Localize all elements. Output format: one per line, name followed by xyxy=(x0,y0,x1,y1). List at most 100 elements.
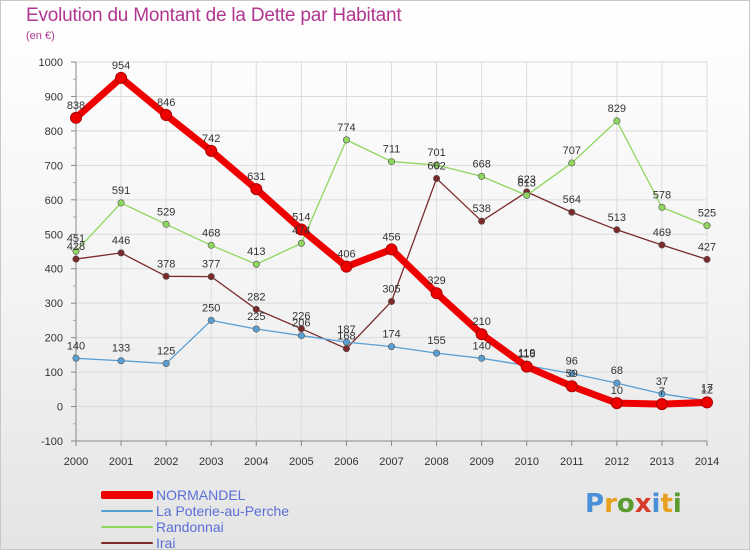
data-label: 116 xyxy=(518,349,536,361)
data-label: 564 xyxy=(563,194,581,206)
data-label: 59 xyxy=(566,368,578,380)
data-point xyxy=(433,174,441,182)
x-tick-label: 2013 xyxy=(650,456,674,468)
data-point xyxy=(523,191,531,199)
data-point xyxy=(387,297,395,305)
data-label: 538 xyxy=(472,203,490,215)
data-point xyxy=(297,239,305,247)
data-label: 742 xyxy=(202,133,220,145)
data-point xyxy=(162,359,170,367)
data-point xyxy=(701,396,713,409)
data-point xyxy=(160,109,173,122)
data-point xyxy=(342,136,350,144)
legend-swatch xyxy=(101,510,153,512)
data-point xyxy=(430,287,443,300)
data-point xyxy=(117,199,125,207)
logo-letter: o xyxy=(616,489,635,519)
y-tick-label: 700 xyxy=(45,160,63,172)
data-label: 226 xyxy=(292,311,310,323)
data-point xyxy=(520,360,533,373)
data-label: 206 xyxy=(292,318,310,330)
data-point xyxy=(117,249,125,257)
y-tick-label: 300 xyxy=(45,298,63,310)
data-label: 17 xyxy=(701,383,713,395)
data-point xyxy=(478,354,486,362)
chart-title: Evolution du Montant de la Dette par Hab… xyxy=(26,5,402,26)
data-label: 428 xyxy=(67,241,85,253)
data-label: 623 xyxy=(518,174,536,186)
legend-label: Randonnai xyxy=(156,519,224,535)
y-tick-label: 400 xyxy=(45,264,63,276)
data-label: 591 xyxy=(112,185,130,197)
data-label: 829 xyxy=(608,103,626,115)
y-tick-label: 200 xyxy=(45,333,63,345)
data-point xyxy=(252,325,260,333)
x-tick-label: 2002 xyxy=(154,456,178,468)
data-label: 468 xyxy=(202,227,220,239)
data-label: 68 xyxy=(611,365,623,377)
chart-subtitle: (en €) xyxy=(26,30,55,42)
data-label: 155 xyxy=(427,335,445,347)
data-label: 10 xyxy=(611,385,623,397)
x-tick-label: 2012 xyxy=(605,456,629,468)
data-label: 456 xyxy=(382,231,400,243)
x-tick-label: 2009 xyxy=(469,456,493,468)
data-point xyxy=(568,208,576,216)
data-label: 406 xyxy=(337,249,355,261)
data-label: 711 xyxy=(383,144,401,156)
data-point xyxy=(658,203,666,211)
data-point xyxy=(342,345,350,353)
data-point xyxy=(387,158,395,166)
x-tick-label: 2007 xyxy=(379,456,403,468)
legend-item: NORMANDEL xyxy=(101,487,361,503)
data-point xyxy=(162,220,170,228)
x-tick-label: 2011 xyxy=(560,456,584,468)
data-point xyxy=(613,379,621,387)
data-label: 701 xyxy=(427,147,445,159)
data-point xyxy=(658,390,666,398)
data-point xyxy=(610,397,623,410)
legend-label: Irai xyxy=(156,535,176,551)
logo-letter: P xyxy=(585,489,605,519)
data-point xyxy=(703,255,711,263)
x-tick-label: 2006 xyxy=(334,456,358,468)
x-tick-label: 2005 xyxy=(289,456,313,468)
data-point xyxy=(205,144,218,157)
x-tick-label: 2010 xyxy=(514,456,538,468)
data-label: 305 xyxy=(382,283,400,295)
data-label: 377 xyxy=(202,259,220,271)
data-point xyxy=(433,161,441,169)
data-point xyxy=(252,260,260,268)
data-point xyxy=(342,338,350,346)
x-tick-label: 2004 xyxy=(244,456,268,468)
data-label: 474 xyxy=(292,225,310,237)
logo-letter: i xyxy=(651,489,661,519)
data-point xyxy=(565,380,578,393)
data-label: 210 xyxy=(472,316,490,328)
legend-label: La Poterie-au-Perche xyxy=(156,503,290,519)
data-label: 96 xyxy=(566,355,578,367)
data-label: 225 xyxy=(247,311,265,323)
data-point xyxy=(162,272,170,280)
legend-label: NORMANDEL xyxy=(156,487,246,503)
data-label: 469 xyxy=(653,227,671,239)
data-point xyxy=(72,247,80,255)
data-label: 174 xyxy=(382,329,400,341)
data-label: 529 xyxy=(157,206,175,218)
data-point xyxy=(478,217,486,225)
data-point xyxy=(568,159,576,167)
logo-letter: r xyxy=(604,489,617,519)
data-label: 427 xyxy=(698,241,716,253)
legend-swatch xyxy=(101,542,153,544)
data-label: 282 xyxy=(247,291,265,303)
data-label: 168 xyxy=(337,331,355,343)
x-tick-label: 2001 xyxy=(109,456,133,468)
x-tick-label: 2014 xyxy=(695,456,719,468)
data-point xyxy=(655,398,668,411)
data-label: 378 xyxy=(157,258,175,270)
y-tick-label: 500 xyxy=(45,229,63,241)
x-tick-label: 2003 xyxy=(199,456,223,468)
data-point xyxy=(297,325,305,333)
data-label: 329 xyxy=(427,275,445,287)
